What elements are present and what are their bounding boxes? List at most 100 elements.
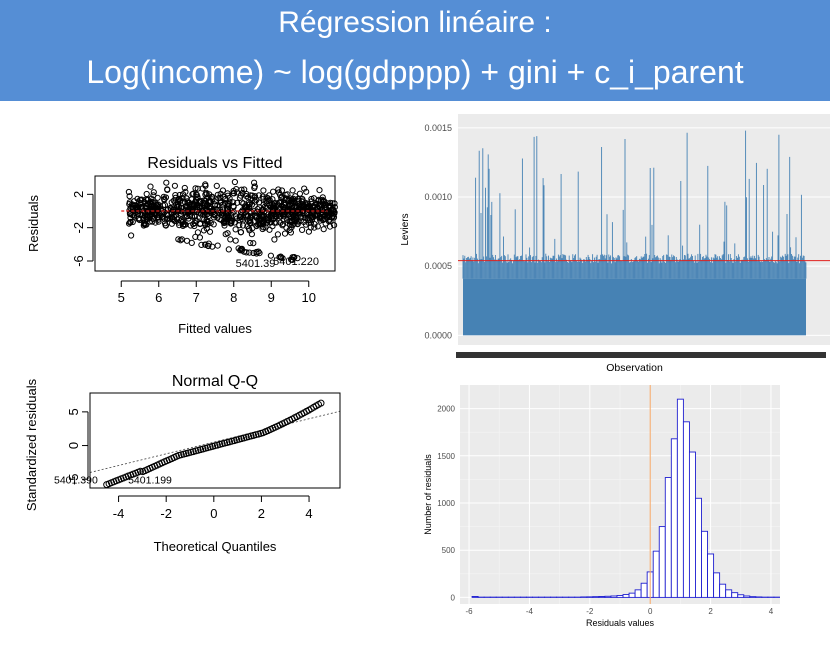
point — [271, 236, 278, 243]
point — [136, 467, 144, 475]
point — [213, 206, 220, 213]
point — [192, 185, 199, 192]
point — [251, 183, 258, 190]
point — [309, 213, 316, 221]
point — [274, 231, 281, 238]
histogram-bar — [682, 421, 690, 598]
y-tick-label: 0.0015 — [424, 123, 452, 133]
x-axis-label: Theoretical Quantiles — [154, 539, 277, 554]
point — [307, 217, 314, 224]
histogram-bar — [658, 526, 666, 598]
histogram-bar — [592, 596, 600, 598]
point — [281, 230, 289, 237]
point — [225, 246, 232, 253]
point — [316, 187, 323, 194]
point — [250, 249, 257, 257]
point — [167, 206, 175, 213]
point — [312, 212, 319, 219]
point — [277, 191, 284, 199]
point — [227, 236, 234, 243]
point — [287, 201, 294, 208]
point — [256, 250, 263, 257]
point — [193, 199, 200, 206]
point — [176, 191, 183, 199]
point — [230, 187, 237, 195]
point — [248, 231, 255, 238]
x-tick-label: -2 — [586, 607, 594, 616]
point — [154, 194, 161, 201]
point-label: 5401.390 — [54, 474, 98, 486]
point — [178, 204, 185, 212]
histogram-bar — [652, 550, 660, 598]
x-tick-label: 0 — [648, 607, 653, 616]
point — [222, 231, 229, 238]
point — [236, 194, 243, 201]
histogram-bar — [471, 595, 479, 598]
point — [148, 195, 155, 202]
data-points — [103, 399, 325, 489]
x-tick-label: 7 — [193, 290, 200, 305]
point — [278, 194, 285, 202]
point — [164, 186, 171, 193]
leverage-chart: 0.0000 0.0005 0.0010 0.0015 Observation Levie… — [400, 114, 830, 374]
qq-reference-line — [89, 410, 341, 473]
point — [168, 220, 175, 227]
histogram-bar — [701, 530, 709, 598]
histogram-bar — [664, 477, 672, 598]
point — [304, 200, 311, 207]
point — [260, 206, 267, 213]
point — [296, 206, 303, 213]
point — [169, 213, 176, 221]
point — [238, 216, 245, 223]
point — [126, 220, 133, 227]
point — [127, 204, 134, 212]
point — [164, 215, 171, 222]
point — [316, 201, 323, 208]
point — [327, 199, 334, 207]
point — [302, 221, 310, 228]
point — [150, 189, 157, 196]
histogram-bar — [743, 595, 751, 598]
point — [247, 239, 254, 247]
y-tick-label: 2 — [71, 191, 86, 198]
point — [330, 208, 337, 215]
point — [230, 203, 237, 210]
histogram-bar — [616, 595, 624, 598]
x-axis-label: Fitted values — [178, 321, 252, 336]
point — [232, 226, 239, 233]
point — [202, 205, 210, 213]
point — [192, 233, 199, 241]
y-tick-label: -6 — [71, 255, 86, 267]
point — [240, 200, 247, 207]
point — [277, 219, 284, 226]
point — [232, 237, 239, 244]
point — [213, 182, 220, 190]
point — [126, 193, 133, 200]
point-label: 5401.220 — [273, 256, 319, 268]
histogram-bar — [610, 595, 618, 598]
point — [303, 211, 310, 218]
point — [260, 187, 267, 194]
point — [214, 191, 221, 198]
point — [317, 399, 325, 407]
point — [299, 226, 306, 234]
bars — [462, 130, 807, 279]
slide-title-line-2: Log(income) ~ log(gdpppp) + gini + c_i_p… — [86, 54, 744, 90]
point — [224, 209, 231, 217]
point — [226, 195, 233, 202]
point — [144, 196, 152, 203]
x-tick-label: 9 — [268, 290, 275, 305]
point — [314, 223, 321, 230]
point — [292, 215, 300, 222]
point — [196, 204, 203, 211]
point — [175, 236, 182, 243]
point — [270, 188, 277, 195]
point — [149, 218, 156, 225]
point — [197, 220, 204, 227]
point — [231, 219, 238, 226]
point — [237, 229, 245, 236]
point — [148, 211, 155, 218]
plot-frame — [94, 175, 336, 272]
point — [210, 206, 217, 213]
point — [244, 212, 251, 219]
